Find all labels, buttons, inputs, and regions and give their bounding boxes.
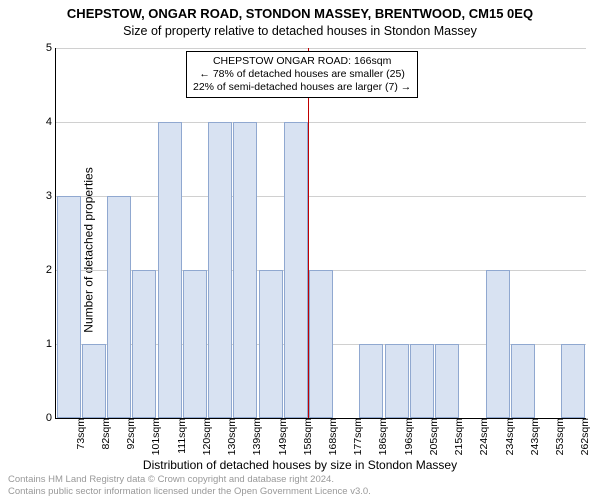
gridline — [56, 122, 586, 123]
footer-line-1: Contains HM Land Registry data © Crown c… — [8, 474, 371, 486]
x-tick-label: 101sqm — [148, 418, 162, 455]
x-tick-label: 224sqm — [476, 418, 490, 455]
footer: Contains HM Land Registry data © Crown c… — [8, 474, 371, 498]
x-tick-label: 92sqm — [123, 418, 137, 450]
gridline — [56, 196, 586, 197]
x-tick-label: 243sqm — [527, 418, 541, 455]
bar — [410, 344, 434, 418]
title-sub: Size of property relative to detached ho… — [0, 24, 600, 38]
bar — [82, 344, 106, 418]
annotation-line-3: 22% of semi-detached houses are larger (… — [193, 81, 411, 94]
gridline — [56, 48, 586, 49]
y-tick-label: 4 — [26, 116, 56, 128]
chart-container: CHEPSTOW, ONGAR ROAD, STONDON MASSEY, BR… — [0, 0, 600, 500]
x-tick-label: 111sqm — [174, 418, 188, 454]
x-tick-label: 177sqm — [350, 418, 364, 455]
x-tick-label: 130sqm — [224, 418, 238, 455]
bar — [359, 344, 383, 418]
x-tick-label: 196sqm — [401, 418, 415, 455]
y-tick-label: 0 — [26, 412, 56, 424]
bar — [385, 344, 409, 418]
bar — [233, 122, 257, 418]
annotation-line-2: ← 78% of detached houses are smaller (25… — [193, 68, 411, 81]
plot-area: 01234573sqm82sqm92sqm101sqm111sqm120sqm1… — [55, 48, 586, 419]
x-tick-label: 262sqm — [577, 418, 591, 455]
bar — [511, 344, 535, 418]
bar — [259, 270, 283, 418]
bar — [486, 270, 510, 418]
bar — [435, 344, 459, 418]
bar — [284, 122, 308, 418]
y-tick-label: 5 — [26, 42, 56, 54]
x-tick-label: 205sqm — [426, 418, 440, 455]
bar — [132, 270, 156, 418]
x-tick-label: 234sqm — [502, 418, 516, 455]
bar — [208, 122, 232, 418]
x-tick-label: 186sqm — [375, 418, 389, 455]
x-tick-label: 168sqm — [325, 418, 339, 455]
x-tick-label: 73sqm — [73, 418, 87, 450]
annotation-box: CHEPSTOW ONGAR ROAD: 166sqm ← 78% of det… — [186, 51, 418, 98]
annotation-line-1: CHEPSTOW ONGAR ROAD: 166sqm — [193, 55, 411, 68]
title-main: CHEPSTOW, ONGAR ROAD, STONDON MASSEY, BR… — [0, 6, 600, 21]
bar — [561, 344, 585, 418]
bar — [107, 196, 131, 418]
y-tick-label: 2 — [26, 264, 56, 276]
y-tick-label: 1 — [26, 338, 56, 350]
bar — [57, 196, 81, 418]
x-tick-label: 120sqm — [199, 418, 213, 455]
x-tick-label: 139sqm — [249, 418, 263, 455]
x-tick-label: 253sqm — [552, 418, 566, 455]
bar — [183, 270, 207, 418]
x-tick-label: 215sqm — [451, 418, 465, 455]
reference-line — [308, 48, 309, 418]
x-axis-label: Distribution of detached houses by size … — [0, 458, 600, 472]
bar — [158, 122, 182, 418]
footer-line-2: Contains public sector information licen… — [8, 486, 371, 498]
bar — [309, 270, 333, 418]
y-tick-label: 3 — [26, 190, 56, 202]
x-tick-label: 82sqm — [98, 418, 112, 450]
x-tick-label: 149sqm — [275, 418, 289, 455]
x-tick-label: 158sqm — [300, 418, 314, 455]
